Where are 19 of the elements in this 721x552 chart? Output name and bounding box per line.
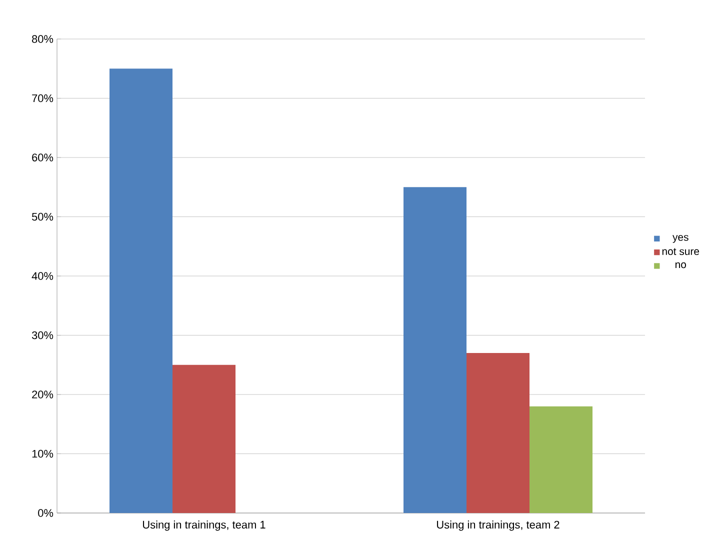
y-tick-label: 40% bbox=[32, 272, 54, 280]
bar bbox=[530, 406, 593, 513]
bar bbox=[110, 68, 172, 513]
y-tick-label: 0% bbox=[38, 509, 54, 517]
x-tick-label: Using in trainings, team 1 bbox=[143, 520, 266, 531]
y-tick-label: 50% bbox=[32, 212, 54, 221]
y-tick-label: 80% bbox=[32, 35, 54, 43]
legend-label: not sure bbox=[662, 248, 700, 256]
y-tick-label: 30% bbox=[32, 331, 54, 340]
bar bbox=[466, 353, 530, 513]
y-tick-label: 60% bbox=[32, 154, 54, 162]
bar bbox=[172, 364, 236, 513]
legend-label: yes bbox=[672, 235, 688, 243]
legend-label: no bbox=[676, 262, 686, 268]
y-tick-label: 70% bbox=[32, 94, 54, 102]
y-tick-label: 20% bbox=[32, 390, 54, 398]
x-tick-label: Using in trainings, team 2 bbox=[437, 520, 560, 531]
bar bbox=[404, 187, 467, 513]
y-tick-label: 10% bbox=[32, 450, 54, 458]
